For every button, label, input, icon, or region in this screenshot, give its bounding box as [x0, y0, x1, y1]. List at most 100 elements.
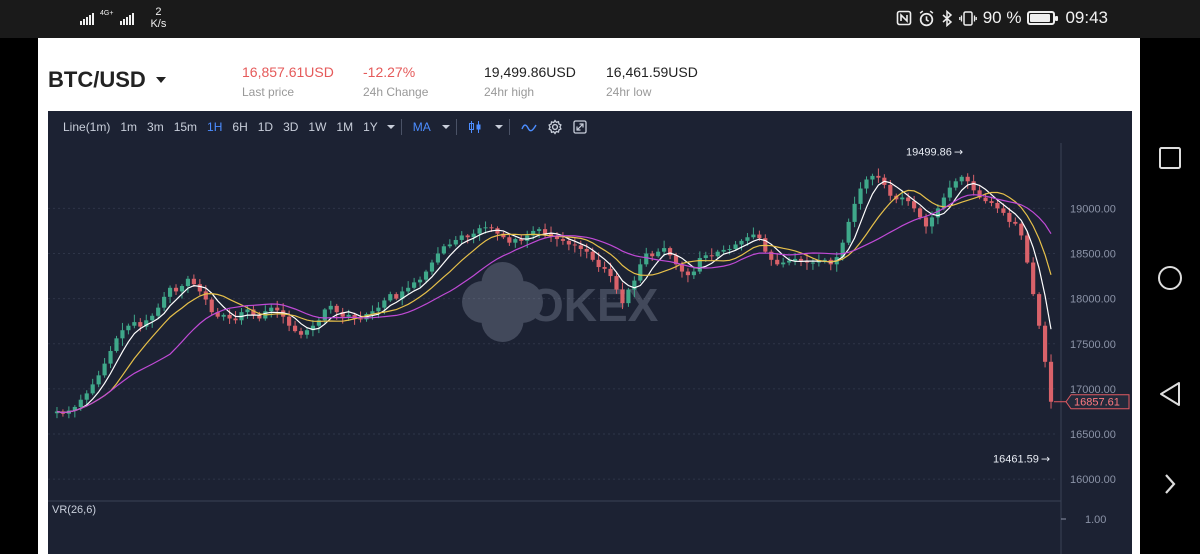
- chevron-down-icon[interactable]: [441, 125, 450, 129]
- interval-1y[interactable]: 1Y: [363, 120, 378, 134]
- candle: [703, 255, 708, 259]
- candlestick-icon[interactable]: [463, 120, 487, 134]
- candle: [745, 237, 750, 241]
- candle: [233, 318, 238, 321]
- back-triangle-icon[interactable]: [1155, 379, 1185, 409]
- candle: [917, 208, 923, 218]
- ma-fast-line: [56, 180, 1052, 414]
- interval-3m[interactable]: 3m: [147, 120, 164, 134]
- ma-slow-line: [56, 194, 1052, 414]
- candle: [417, 279, 423, 283]
- interval-1m[interactable]: 1m: [120, 120, 138, 134]
- candle: [144, 320, 149, 327]
- candle: [864, 179, 869, 189]
- arrow-right-icon: →: [1041, 452, 1050, 465]
- candle: [513, 239, 518, 243]
- watermark-logo-icon: [481, 262, 524, 304]
- candle: [90, 384, 95, 394]
- line-mode-button[interactable]: Line(1m): [63, 120, 111, 134]
- candle: [453, 239, 458, 245]
- last-price-tag-label: 16857.61: [1074, 397, 1120, 409]
- candle: [792, 258, 798, 261]
- candle: [483, 227, 488, 229]
- candle: [245, 309, 250, 313]
- home-circle-icon[interactable]: [1155, 263, 1185, 293]
- candle: [447, 244, 452, 247]
- low-label: 24hr low: [606, 85, 652, 99]
- candle: [775, 259, 780, 265]
- chevron-down-icon: [155, 77, 166, 83]
- candle: [1019, 223, 1024, 236]
- vr-indicator-label: VR(26,6): [52, 504, 96, 516]
- chevron-down-icon[interactable]: [386, 125, 395, 129]
- candle: [376, 307, 381, 312]
- interval-list: 1m 3m 15m 1H 6H 1D 3D 1W 1M 1Y: [115, 120, 382, 134]
- chevron-down-icon[interactable]: [494, 125, 503, 129]
- candle: [310, 325, 316, 331]
- toolbar-divider: [400, 119, 402, 135]
- candle: [132, 322, 137, 326]
- candle: [370, 311, 375, 314]
- candle: [358, 318, 363, 320]
- okex-watermark: OKEX: [462, 262, 659, 342]
- interval-3d[interactable]: 3D: [283, 120, 299, 134]
- toolbar-divider: [508, 119, 510, 135]
- candle: [322, 309, 327, 321]
- candle: [644, 253, 649, 265]
- last-price-tag: [1065, 394, 1130, 410]
- candle: [114, 338, 119, 351]
- interval-1m[interactable]: 1M: [336, 120, 354, 134]
- candle: [667, 248, 673, 256]
- candle: [959, 176, 964, 182]
- candle: [673, 255, 679, 265]
- candle: [697, 258, 702, 272]
- settings-gear-icon[interactable]: [542, 119, 568, 135]
- fullscreen-icon[interactable]: [568, 120, 592, 134]
- interval-6h[interactable]: 6H: [232, 120, 248, 134]
- chart-toolbar: Line(1m) 1m 3m 15m 1H 6H 1D 3D 1W 1M 1Y MA: [48, 111, 1132, 143]
- candle: [846, 221, 851, 243]
- candle: [727, 248, 732, 250]
- candle: [572, 244, 577, 246]
- interval-1h[interactable]: 1H: [207, 120, 223, 134]
- battery-percent: 90 %: [982, 8, 1022, 27]
- alarm-icon: [919, 9, 934, 26]
- candle: [596, 259, 601, 268]
- candle: [495, 228, 500, 234]
- interval-1d[interactable]: 1D: [257, 120, 274, 134]
- network-type: 4G+: [100, 9, 114, 17]
- indicator-ma-button[interactable]: MA: [412, 120, 431, 134]
- recents-square-icon[interactable]: [1155, 143, 1185, 173]
- candle: [757, 234, 762, 239]
- sub-axis-tick-label: 1.00: [1085, 514, 1106, 526]
- candle: [769, 251, 774, 260]
- interval-15m[interactable]: 15m: [173, 120, 198, 134]
- pair-selector[interactable]: BTC/USD: [48, 67, 166, 93]
- candle: [1042, 325, 1048, 362]
- toolbar-divider: [455, 119, 457, 135]
- y-tick-label: 19000.00: [1070, 203, 1116, 215]
- interval-1w[interactable]: 1W: [308, 120, 327, 134]
- arrow-right-icon: →: [954, 145, 963, 158]
- candle: [185, 278, 191, 286]
- max-price-label: 19499.86: [906, 146, 952, 158]
- battery-icon: [1027, 11, 1059, 25]
- candle: [441, 246, 446, 254]
- candle: [287, 316, 292, 326]
- candle: [412, 282, 417, 288]
- candle: [519, 239, 524, 241]
- candle: [156, 307, 161, 316]
- candle: [870, 175, 875, 180]
- candle: [215, 312, 220, 317]
- line-chart-icon[interactable]: [516, 121, 542, 133]
- price-chart[interactable]: 19000.00 18500.00 18000.00 17500.00 17000.00…: [48, 143, 1132, 554]
- chevron-right-icon[interactable]: [1155, 469, 1185, 499]
- chart-background: [48, 143, 1132, 554]
- candle: [584, 248, 589, 252]
- candle: [626, 289, 631, 304]
- candle: [352, 314, 357, 319]
- network-speed: 2 K/s: [150, 6, 167, 30]
- signal-icon: [80, 11, 94, 25]
- candle: [162, 296, 167, 308]
- stat-last-price: 16,857.61USD Last price: [242, 64, 334, 99]
